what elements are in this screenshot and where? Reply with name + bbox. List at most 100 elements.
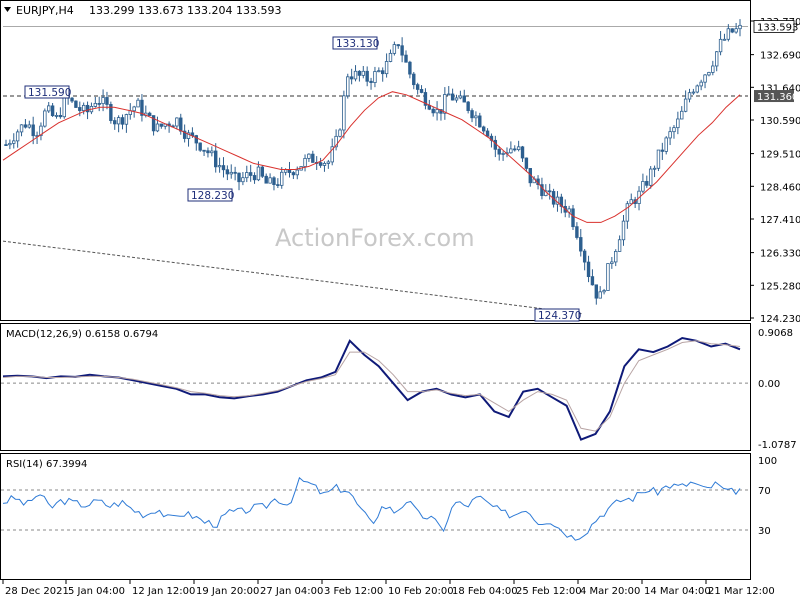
candle-body [346, 76, 350, 97]
candle-body [602, 290, 606, 293]
candle-body [93, 102, 98, 107]
candle-body [210, 150, 214, 154]
candle-body [217, 165, 222, 168]
price-layer: 131.590 133.130 128.230 124.370 [2, 19, 748, 322]
candle [353, 65, 358, 82]
candle [155, 116, 160, 133]
candle [105, 91, 109, 110]
candle [610, 257, 614, 269]
candle-body [334, 135, 338, 148]
candle [726, 24, 731, 42]
candle-body [579, 237, 583, 252]
candle-body [625, 203, 630, 222]
annotation-text: 128.230 [191, 190, 234, 202]
candle [641, 173, 645, 194]
candle-body [458, 95, 463, 99]
candle-body [392, 44, 397, 54]
candle [307, 153, 311, 162]
candle [664, 136, 668, 155]
candle [415, 82, 420, 95]
candle-body [672, 127, 676, 133]
price-tick-label: 129.510 [760, 150, 800, 161]
candle-body [8, 142, 12, 146]
candle [617, 235, 622, 252]
macd-label: MACD(12,26,9) 0.6158 0.6794 [6, 329, 158, 340]
candle [447, 86, 451, 96]
price-header-symbol: EURJPY,H4 [16, 4, 74, 17]
candle-body [714, 51, 719, 67]
candle-body [648, 168, 653, 186]
candle-body [381, 70, 385, 75]
macd-line [2, 336, 741, 441]
candle-body [349, 76, 354, 80]
watermark: ActionForex.com [275, 224, 475, 252]
candle [711, 60, 715, 76]
candle-body [147, 112, 152, 116]
candle [621, 214, 626, 246]
rsi-tick-label: 30 [758, 526, 771, 537]
candle-body [691, 91, 696, 94]
candle [412, 71, 416, 90]
candle [280, 167, 284, 189]
candle-body [450, 93, 455, 101]
candle-body [559, 196, 564, 207]
candle-body [256, 166, 261, 181]
candle-body [81, 104, 86, 111]
x-tick-label: 21 Mar 12:00 [708, 586, 775, 597]
candle-body [194, 135, 198, 144]
candle [423, 88, 428, 110]
candle [357, 70, 362, 82]
price-tick-label: 130.590 [760, 116, 800, 127]
candle [722, 33, 727, 41]
candle-body [431, 108, 435, 114]
annotation-box [332, 36, 378, 50]
macd-tick-label: -1.0787 [758, 440, 797, 451]
collapse-triangle-icon[interactable] [4, 7, 11, 12]
candle [714, 51, 719, 72]
candle [361, 65, 365, 79]
candle [645, 175, 649, 188]
candle [478, 112, 482, 128]
candle [202, 149, 206, 156]
candle-body [276, 184, 280, 186]
rsi-line [2, 476, 741, 541]
moving-average-line [2, 91, 741, 223]
candle-body [590, 276, 595, 286]
candle-body [283, 169, 288, 173]
candle [12, 133, 16, 149]
axis-layer: 133.770132.690131.640130.590129.510128.4… [2, 17, 800, 597]
candle-body [303, 157, 307, 167]
candle [113, 117, 117, 130]
candle [485, 128, 490, 138]
candle [167, 121, 171, 133]
candle [590, 269, 595, 286]
price-annotation-133.130: 133.130 [332, 36, 379, 50]
candle-body [264, 175, 268, 184]
candle [575, 222, 579, 240]
candle [738, 19, 742, 37]
candle [369, 77, 373, 90]
level-badge: 131.360 [754, 90, 798, 103]
candle-body [404, 54, 408, 63]
candle-body [140, 99, 144, 116]
candle-body [260, 166, 265, 177]
candle-body [652, 167, 657, 170]
candle [431, 106, 435, 117]
candle-body [435, 109, 439, 114]
x-tick-label: 12 Jan 12:00 [132, 586, 195, 597]
price-annotation-124.370: 124.370 [534, 308, 581, 322]
candle [54, 112, 59, 119]
candle-body [151, 115, 156, 132]
candle [528, 168, 532, 187]
candle-body [660, 149, 665, 152]
candle [322, 161, 327, 172]
candle [652, 165, 657, 178]
candle-body [683, 98, 688, 112]
candle-body [70, 97, 74, 102]
candle-body [497, 148, 501, 155]
candle [206, 147, 210, 158]
candle [74, 100, 78, 108]
candle [47, 101, 51, 113]
candle-body [353, 70, 358, 80]
candle-body [384, 61, 389, 75]
